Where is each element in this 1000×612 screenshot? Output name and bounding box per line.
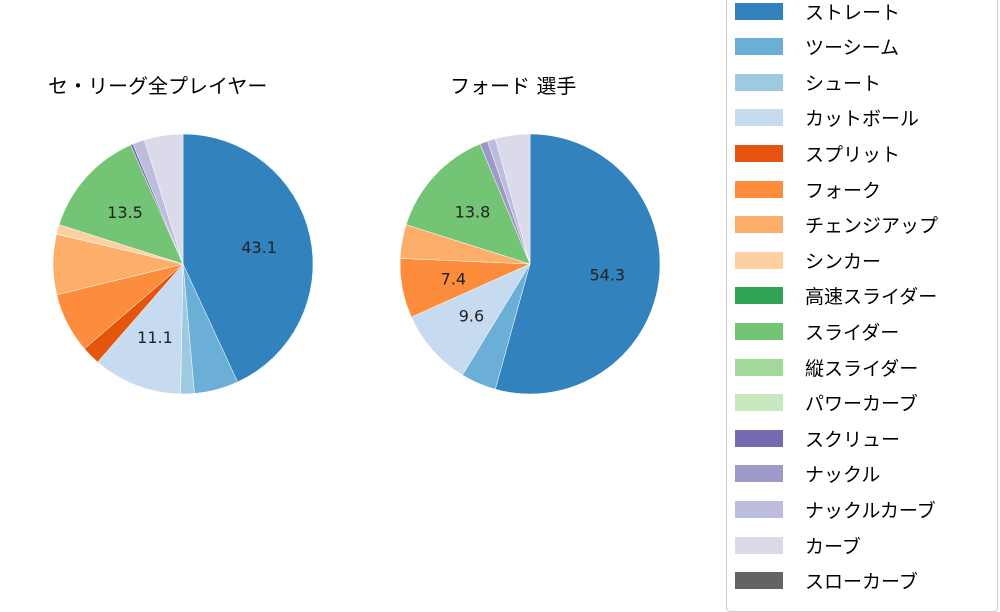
pie-league: 43.1 11.1 13.5 [52,133,314,395]
legend-swatch [735,180,783,198]
legend-label: ストレート [805,1,901,24]
legend-item: シンカー [735,248,882,273]
legend-item: 縦スライダー [735,355,919,380]
legend-swatch [735,322,783,340]
legend-item: カットボール [735,106,919,130]
legend-item: 高速スライダー [735,284,937,308]
legend-label: スクリュー [805,428,901,451]
slice-value-label: 13.8 [455,202,491,221]
pie-charts: 43.1 11.1 13.5 54.3 9.6 7.4 13.8 [52,133,661,395]
legend-swatch [735,73,783,91]
legend-swatch [735,572,783,590]
legend-label: ツーシーム [805,37,900,60]
legend-label: フォーク [805,179,882,202]
pie-slice [411,263,531,376]
legend-swatch [735,465,783,483]
legend-label: ナックル [805,464,881,487]
slice-value-label: 13.5 [107,203,143,222]
legend-item: チェンジアップ [735,213,938,237]
pie-player: 54.3 9.6 7.4 13.8 [399,133,661,395]
legend-label: 高速スライダー [805,286,938,309]
slice-value-label: 9.6 [459,307,484,326]
legend-item: スクリュー [735,426,901,451]
pie-slice [144,133,184,265]
legend-label: スローカーブ [805,571,918,594]
legend-item: ストレート [735,0,901,24]
slice-value-label: 7.4 [441,270,466,289]
legend-label: チェンジアップ [805,215,939,238]
legend-label: パワーカーブ [805,393,918,416]
slice-value-label: 54.3 [589,266,625,285]
legend-swatch [735,287,783,305]
chart-title-league: セ・リーグ全プレイヤー [48,74,268,98]
legend-item: カーブ [735,533,861,558]
legend-swatch [735,429,783,447]
legend: ストレートツーシームシュートカットボール スプリットフォークチェンジアップ シンカー… [726,0,998,612]
legend-swatch [735,38,783,56]
legend-swatch [735,358,783,376]
legend-label: 縦スライダー [805,357,919,380]
legend-item: フォーク [735,177,882,202]
pie-slice [494,133,661,395]
legend-label: スプリット [805,143,901,166]
legend-swatch [735,109,783,127]
pie-slice [182,133,314,383]
slice-value-label: 11.1 [137,328,173,347]
legend-item: スライダー [735,319,900,344]
pie-slice [405,143,531,265]
legend-label: カーブ [805,535,861,558]
legend-label: スライダー [805,321,900,344]
legend-swatch [735,394,783,412]
pie-slice [58,144,184,265]
legend-label: シュート [805,72,882,95]
pie-slice [494,133,531,265]
legend-item: ツーシーム [735,35,899,59]
legend-item: ナックルカーブ [735,497,936,522]
legend-label: シンカー [805,250,882,273]
legend-item: スプリット [735,141,901,166]
legend-label: カットボール [805,108,920,131]
legend-swatch [735,500,783,518]
chart-title-player: フォード 選手 [450,74,577,98]
legend-label: ナックルカーブ [805,499,936,522]
legend-swatch [735,251,783,269]
legend-swatch [735,536,783,554]
legend-item: シュート [735,70,882,95]
pie-slice [97,263,184,395]
legend-swatch [735,2,783,20]
slice-value-label: 43.1 [241,238,277,257]
legend-swatch [735,216,783,234]
legend-item: スローカーブ [735,569,918,593]
legend-item: ナックル [735,462,880,486]
legend-item: パワーカーブ [735,391,918,415]
legend-swatch [735,144,783,162]
